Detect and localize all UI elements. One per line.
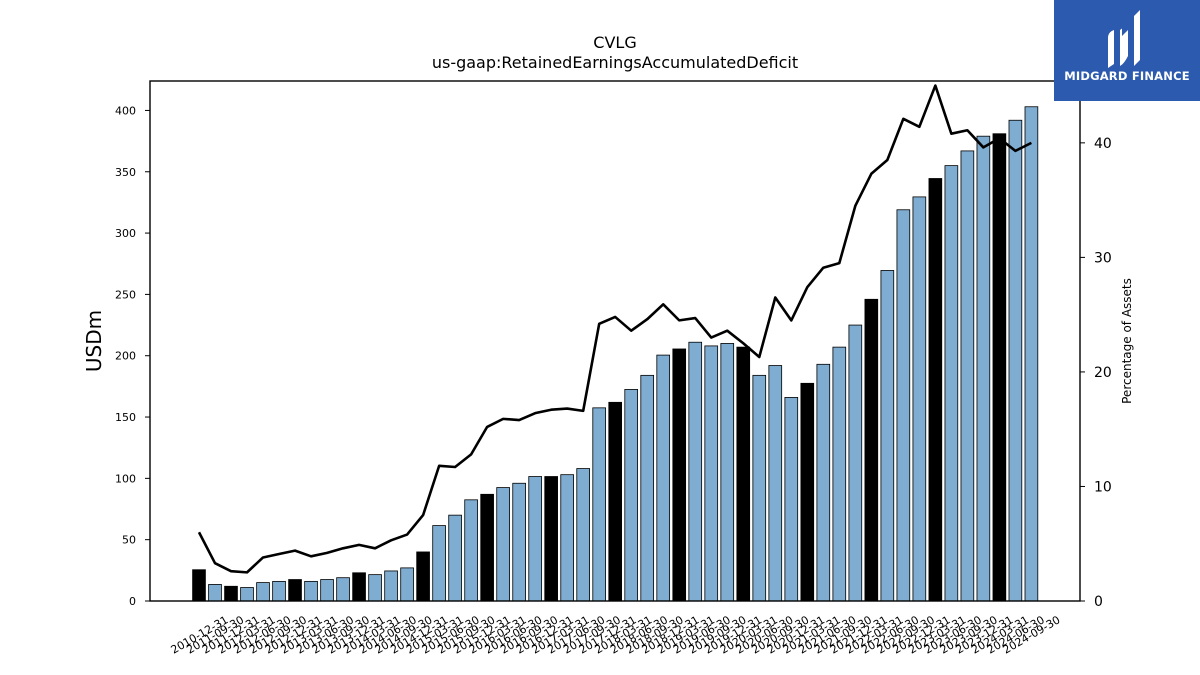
brand-name: MIDGARD FINANCE [1064,69,1190,83]
bar [992,133,1007,602]
bar [368,574,382,602]
bar [256,582,270,602]
bar [544,476,558,602]
bar [720,343,735,602]
y2-tick-label: 0 [1094,594,1103,610]
y-tick-label: 200 [115,350,136,363]
bar [208,584,222,602]
bar [576,468,590,602]
midgard-logo-icon [1108,10,1140,68]
bar [832,346,847,602]
bar [896,209,911,602]
chart-subtitle: us-gaap:RetainedEarningsAccumulatedDefic… [432,53,798,72]
y2-tick-label: 30 [1094,250,1112,266]
bar [784,397,799,602]
chart-title: CVLG [593,33,636,52]
y2-axis-label: Percentage of Assets [1120,278,1134,404]
bar [304,580,318,602]
y-axis-label: USDm [82,310,106,372]
x-axis: 2010-12-312011-09-302011-12-312012-03-31… [169,613,1063,656]
bar [480,493,494,602]
y-tick-label: 0 [129,595,136,608]
brand-logo: MIDGARD FINANCE [1054,0,1200,101]
bar [240,587,254,602]
bar-series [192,106,1039,602]
bar [848,324,863,602]
plot-frame [149,80,1081,602]
bar [736,346,751,602]
y-tick-label: 150 [115,411,136,424]
bar [272,580,286,602]
y-tick-label: 350 [115,166,136,179]
bar [400,567,414,602]
bar [496,487,510,602]
bar [288,579,302,602]
bar [464,499,478,602]
bar [864,298,879,602]
bar [560,474,574,602]
bar [352,572,366,602]
bar [512,482,526,602]
bar [224,585,238,602]
bar [624,389,639,602]
bar [672,348,687,602]
bar [768,365,783,602]
bar [944,165,959,602]
bar [752,374,767,602]
bar [960,150,975,602]
y2-tick-label: 40 [1094,136,1112,152]
bar [912,196,927,602]
bar [608,401,623,602]
bar [320,579,334,602]
y-tick-label: 100 [115,472,136,485]
bar [528,476,542,602]
bar [816,363,831,602]
y2-tick-label: 10 [1094,479,1112,495]
bar [384,570,398,602]
bar [448,514,462,602]
bar [1008,119,1023,602]
bar [976,135,991,602]
bar [928,178,943,602]
y2-tick-label: 20 [1094,365,1112,381]
bar [704,345,719,602]
bar [1024,106,1039,602]
y-tick-label: 300 [115,227,136,240]
bar [336,577,350,602]
bar [656,354,671,602]
bar [688,341,703,602]
bar [432,525,446,602]
bar [880,270,895,602]
bar [640,374,655,602]
left-axis: 0 50 100 150 200 250 300 350 400 [115,104,150,608]
bar [592,407,606,602]
percentage-line [197,84,1032,574]
bar [800,382,815,602]
bar [416,551,430,602]
y-tick-label: 50 [122,534,136,547]
right-axis: 0 10 20 30 40 [1080,136,1112,610]
y-tick-label: 400 [115,104,136,117]
bar [192,569,206,602]
y-tick-label: 250 [115,288,136,301]
